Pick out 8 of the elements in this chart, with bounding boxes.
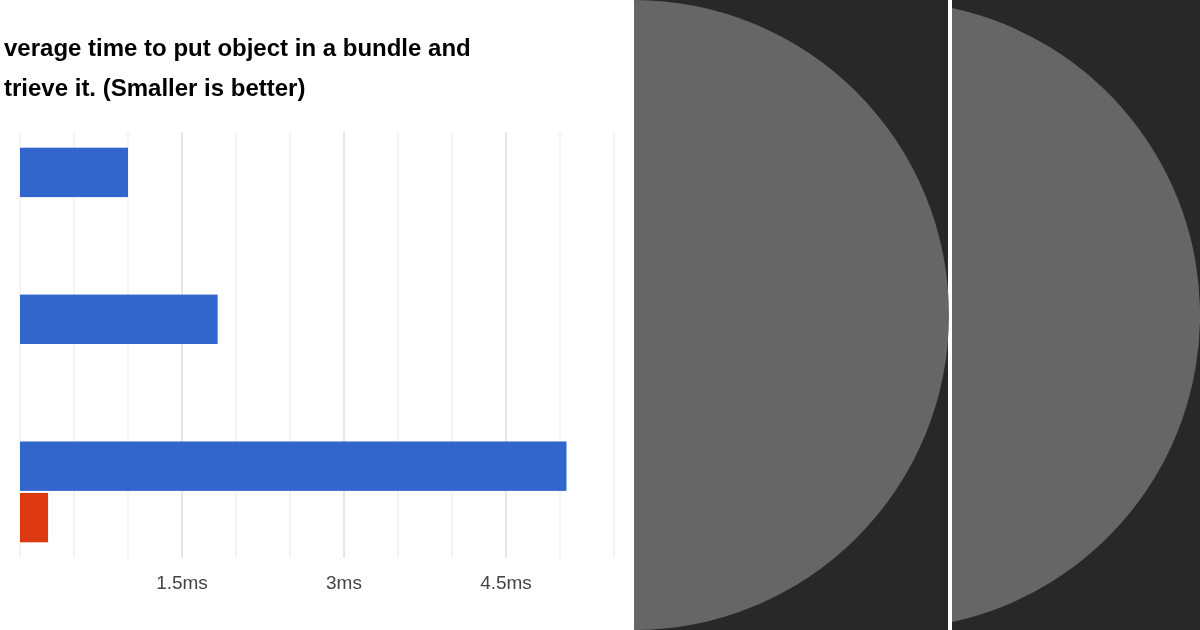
x-tick-label: 3ms	[326, 572, 362, 593]
x-tick-label: 1.5ms	[156, 572, 208, 593]
bar	[20, 441, 567, 491]
bar	[20, 147, 128, 198]
x-tick-label: 4.5ms	[480, 572, 532, 593]
bar	[20, 492, 49, 543]
bar	[20, 294, 218, 344]
chart-title: verage time to put object in a bundle and trieve it. (Smaller is better)	[4, 34, 471, 101]
